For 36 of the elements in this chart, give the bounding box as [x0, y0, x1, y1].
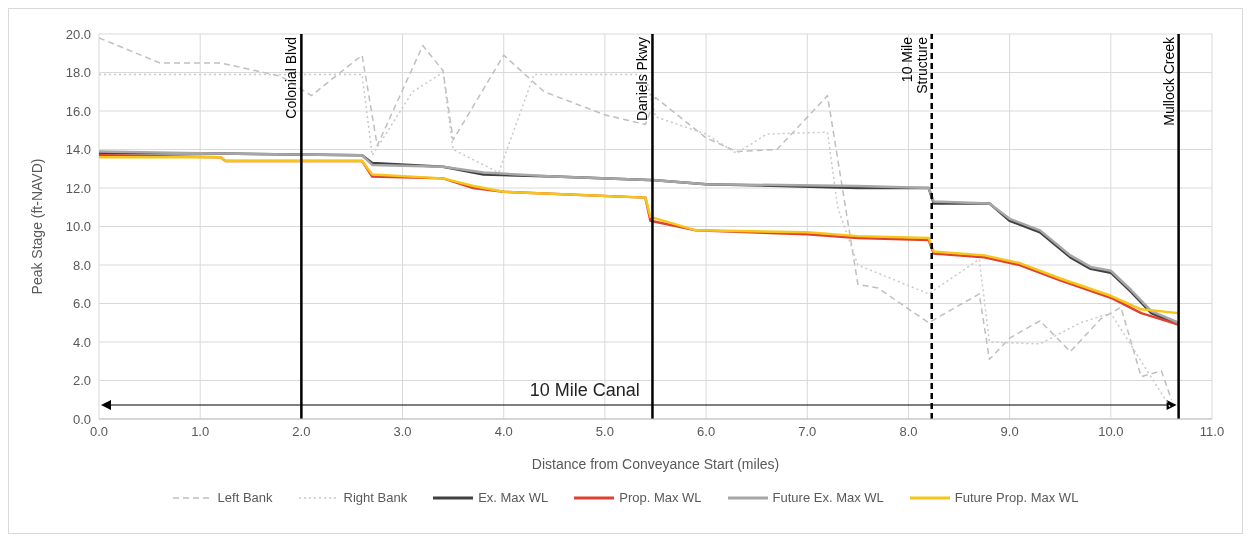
y-tick-label: 10.0	[65, 219, 91, 235]
y-tick-label: 12.0	[65, 180, 91, 196]
y-tick-label: 2.0	[72, 373, 91, 389]
x-tick-label: 2.0	[292, 424, 311, 440]
x-tick-label: 0.0	[89, 424, 109, 440]
x-tick-label: 6.0	[697, 424, 716, 440]
x-tick-label: 3.0	[393, 424, 412, 440]
y-tick-label: 20.0	[65, 26, 91, 42]
x-tick-label: 8.0	[899, 424, 918, 440]
x-tick-label: 5.0	[595, 424, 614, 440]
ref-line-label: Colonial Blvd	[283, 37, 300, 119]
legend-label: Right Bank	[343, 490, 408, 505]
x-tick-label: 7.0	[798, 424, 817, 440]
x-axis-title: Distance from Conveyance Start (miles)	[531, 456, 780, 472]
annotation: 10 Mile Canal	[529, 380, 640, 400]
y-tick-label: 4.0	[72, 334, 91, 350]
legend-label: Ex. Max WL	[478, 490, 549, 505]
y-tick-label: 16.0	[65, 103, 91, 119]
legend-label: Future Prop. Max WL	[954, 490, 1079, 505]
x-tick-label: 10.0	[1098, 424, 1124, 440]
x-tick-label: 4.0	[494, 424, 513, 440]
y-tick-label: 8.0	[72, 257, 91, 273]
ref-line-label: 10 Mile Structure	[898, 36, 930, 94]
ref-line-label: Daniels Pkwy	[634, 37, 651, 122]
y-tick-label: 0.0	[72, 411, 91, 427]
y-tick-label: 6.0	[72, 296, 91, 312]
y-tick-label: 18.0	[65, 65, 91, 81]
x-tick-label: 11.0	[1199, 424, 1225, 440]
ref-line-label: Mullock Creek	[1160, 36, 1177, 126]
y-axis-title: Peak Stage (ft-NAVD)	[28, 158, 45, 295]
legend-label: Prop. Max WL	[619, 490, 702, 505]
legend-label: Left Bank	[217, 490, 273, 505]
x-tick-label: 9.0	[1000, 424, 1019, 440]
x-tick-label: 1.0	[191, 424, 210, 440]
y-tick-label: 14.0	[65, 142, 91, 158]
legend-label: Future Ex. Max WL	[772, 490, 884, 505]
